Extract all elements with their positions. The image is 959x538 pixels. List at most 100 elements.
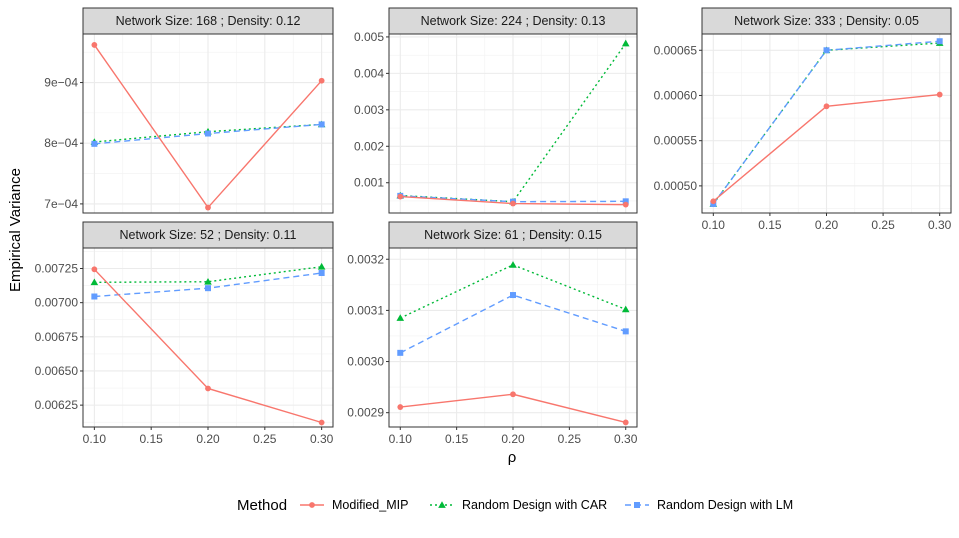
panel-4: Network Size: 52 ; Density: 0.11 0.00625 0… <box>35 221 334 446</box>
data-point-random-design-with-lm <box>510 292 516 299</box>
x-tick-label: 0.25 <box>871 218 895 232</box>
data-point-random-design-with-car <box>90 278 99 286</box>
panel-title: Network Size: 224 ; Density: 0.13 <box>421 14 606 28</box>
y-tick-label: 0.00065 <box>654 43 698 57</box>
x-tick-label: 0.20 <box>501 432 525 446</box>
legend-label: Modified_MIP <box>332 498 408 512</box>
series-line-random-design-with-car <box>94 266 322 283</box>
data-point-random-design-with-lm <box>823 47 830 54</box>
data-point-random-design-with-car <box>509 261 517 268</box>
data-point-modified-mip <box>205 204 211 211</box>
data-point-modified-mip <box>936 91 943 98</box>
x-tick-label: 0.10 <box>702 218 726 232</box>
data-point-random-design-with-lm <box>397 349 404 356</box>
panel-2: Network Size: 224 ; Density: 0.13 0.001 0.… <box>354 7 638 214</box>
legend-label: Random Design with CAR <box>462 498 607 512</box>
data-point-modified-mip <box>91 266 98 273</box>
data-point-random-design-with-lm <box>318 121 325 128</box>
data-point-random-design-with-lm <box>318 270 325 277</box>
legend: Method Modified_MIP Random Design with CA… <box>237 497 793 514</box>
x-tick-label: 0.10 <box>83 432 107 446</box>
data-point-modified-mip <box>318 77 325 84</box>
x-tick-label: 0.25 <box>253 432 277 446</box>
data-point-modified-mip <box>823 103 830 110</box>
data-point-modified-mip <box>397 404 404 410</box>
x-tick-label: 0.30 <box>310 432 334 446</box>
legend-items: Modified_MIP Random Design with CAR Random… <box>300 498 793 512</box>
data-point-modified-mip <box>622 419 629 426</box>
legend-key-marker <box>438 501 446 508</box>
x-axis-title: ρ <box>508 449 517 466</box>
data-point-random-design-with-lm <box>91 293 98 300</box>
y-tick-label: 7e−04 <box>44 197 78 211</box>
x-tick-label: 0.20 <box>196 432 220 446</box>
legend-entry-random-design-with-lm: Random Design with LM <box>625 498 793 512</box>
data-point-modified-mip <box>205 385 211 392</box>
y-tick-label: 0.00055 <box>654 134 698 148</box>
y-tick-label: 0.00650 <box>35 364 79 378</box>
panel-border <box>701 33 952 214</box>
data-point-random-design-with-lm <box>936 38 943 45</box>
y-tick-label: 0.00625 <box>35 398 79 412</box>
x-tick-label: 0.30 <box>928 218 952 232</box>
series-line-random-design-with-lm <box>399 294 626 354</box>
y-tick-label: 8e−04 <box>44 136 78 150</box>
panel-border <box>82 33 334 214</box>
legend-label: Random Design with LM <box>657 498 793 512</box>
panel-title: Network Size: 52 ; Density: 0.11 <box>120 228 297 242</box>
legend-entry-modified-mip: Modified_MIP <box>300 498 408 512</box>
data-point-random-design-with-lm <box>205 130 211 137</box>
panel-border <box>388 33 638 214</box>
panel-3: Network Size: 333 ; Density: 0.05 0.00050… <box>654 7 952 232</box>
data-point-random-design-with-car <box>396 314 405 321</box>
legend-key-marker <box>309 502 315 508</box>
x-tick-label: 0.15 <box>445 432 469 446</box>
data-point-modified-mip <box>622 201 629 208</box>
x-tick-label: 0.10 <box>389 432 413 446</box>
strip-background <box>388 7 638 35</box>
y-tick-label: 0.00050 <box>654 179 698 193</box>
data-point-modified-mip <box>510 200 516 207</box>
y-tick-label: 0.004 <box>354 66 384 80</box>
y-tick-label: 0.00675 <box>35 330 79 344</box>
legend-entry-random-design-with-car: Random Design with CAR <box>430 498 607 512</box>
panel-1: Network Size: 168 ; Density: 0.12 7e−04 8e… <box>44 7 334 214</box>
y-tick-label: 0.0029 <box>347 406 384 420</box>
strip-background <box>388 221 638 249</box>
data-point-random-design-with-lm <box>622 198 629 205</box>
data-point-modified-mip <box>397 193 404 200</box>
data-point-random-design-with-lm <box>205 285 211 292</box>
panel-title: Network Size: 61 ; Density: 0.15 <box>424 228 602 242</box>
data-point-random-design-with-car <box>204 277 212 285</box>
y-tick-label: 9e−04 <box>44 76 78 90</box>
y-tick-label: 0.003 <box>354 103 384 117</box>
y-tick-label: 0.001 <box>354 176 384 190</box>
y-axis-title: Empirical Variance <box>7 168 24 292</box>
data-point-modified-mip <box>318 419 325 426</box>
series-line-random-design-with-car <box>399 264 626 319</box>
data-point-random-design-with-lm <box>622 328 629 335</box>
y-tick-label: 0.00725 <box>35 261 79 275</box>
y-tick-label: 0.005 <box>354 30 384 44</box>
y-tick-label: 0.002 <box>354 139 384 153</box>
x-tick-label: 0.15 <box>758 218 782 232</box>
panel-5: Network Size: 61 ; Density: 0.15 0.0029 0.… <box>347 221 638 446</box>
data-point-random-design-with-car <box>621 39 630 47</box>
strip-background <box>82 221 334 249</box>
y-tick-label: 0.00060 <box>654 88 698 102</box>
y-tick-label: 0.0031 <box>347 303 384 317</box>
panel-border <box>82 247 334 428</box>
x-tick-label: 0.20 <box>815 218 839 232</box>
y-tick-label: 0.00700 <box>35 296 79 310</box>
y-tick-label: 0.0032 <box>347 252 384 266</box>
data-point-random-design-with-lm <box>91 140 98 147</box>
x-tick-label: 0.25 <box>558 432 582 446</box>
panel-border <box>388 247 638 428</box>
panels-group: Network Size: 168 ; Density: 0.12 7e−04 8e… <box>35 7 952 446</box>
legend-title: Method <box>237 497 287 514</box>
data-point-modified-mip <box>710 198 717 205</box>
x-tick-label: 0.15 <box>140 432 164 446</box>
x-tick-label: 0.30 <box>614 432 638 446</box>
data-point-modified-mip <box>91 42 98 48</box>
